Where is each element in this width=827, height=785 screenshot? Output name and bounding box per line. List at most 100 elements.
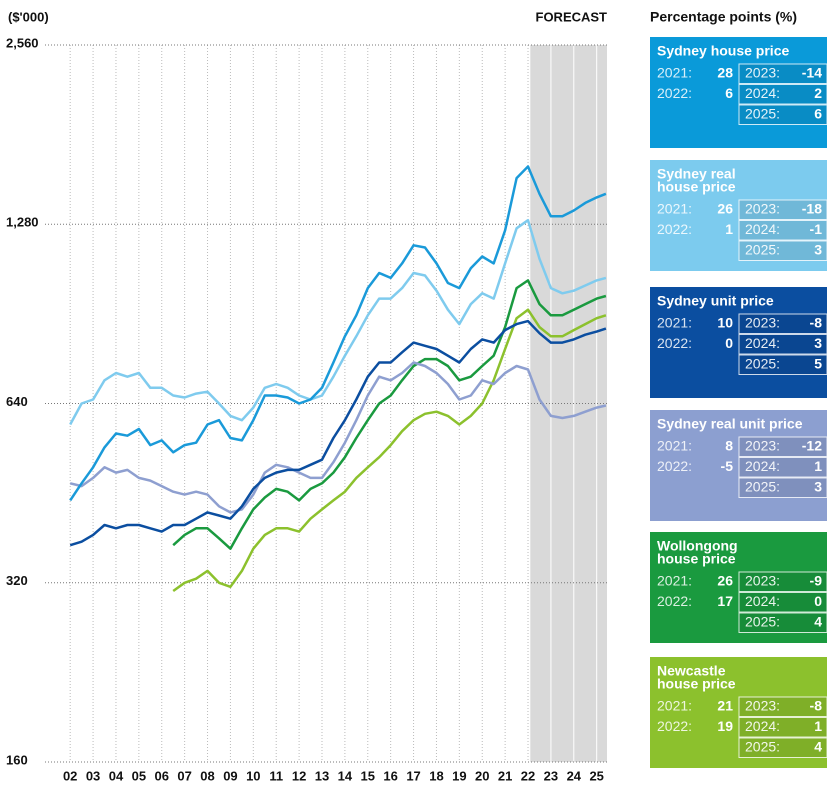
x-tick-label: 06: [155, 768, 169, 783]
card-label: 2024:: [745, 718, 780, 734]
card-value: -18: [802, 201, 822, 217]
card-cell: [738, 571, 827, 592]
card-label: 2022:: [657, 335, 692, 351]
card-value: -5: [721, 458, 734, 474]
card-label: 2021:: [657, 573, 692, 589]
card-cell: [738, 313, 827, 334]
x-tick-label: 23: [544, 768, 558, 783]
card-label: 2024:: [745, 221, 780, 237]
card-title: Sydney unit price: [657, 293, 774, 309]
y-tick-label: 320: [6, 573, 28, 588]
card-title: Sydney real: [657, 166, 736, 182]
y-tick-label: 2,560: [6, 35, 39, 50]
card-cell: [738, 477, 827, 498]
card-cell: [738, 612, 827, 633]
card-cell: [738, 457, 827, 478]
card-value: -1: [810, 221, 823, 237]
card-cell: [738, 737, 827, 758]
card-label: 2022:: [657, 221, 692, 237]
x-tick-label: 22: [521, 768, 535, 783]
card-value: 1: [725, 221, 733, 237]
x-tick-label: 13: [315, 768, 329, 783]
card-title: house price: [657, 551, 736, 567]
x-tick-label: 07: [177, 768, 191, 783]
card-label: 2024:: [745, 458, 780, 474]
card-label: 2022:: [657, 593, 692, 609]
x-tick-label: 18: [429, 768, 443, 783]
x-tick-label: 03: [86, 768, 100, 783]
card-cell: [738, 199, 827, 220]
card-value: 21: [717, 698, 733, 714]
card-cell: [738, 592, 827, 613]
card-label: 2024:: [745, 85, 780, 101]
x-tick-label: 21: [498, 768, 512, 783]
card-label: 2024:: [745, 335, 780, 351]
card-title: house price: [657, 676, 736, 692]
card-cell: [738, 436, 827, 457]
card-value: 3: [814, 242, 822, 258]
card-value: 0: [725, 335, 733, 351]
card-cell: [738, 84, 827, 105]
card-label: 2021:: [657, 438, 692, 454]
card-value: -12: [802, 438, 822, 454]
card-title: Wollongong: [657, 538, 738, 554]
card-cell: [738, 63, 827, 84]
card-label: 2022:: [657, 718, 692, 734]
card-label: 2025:: [745, 106, 780, 122]
series-line: [69, 361, 607, 514]
card-label: 2025:: [745, 614, 780, 630]
card-value: 8: [725, 438, 733, 454]
card-label: 2023:: [745, 573, 780, 589]
x-tick-label: 11: [269, 768, 283, 783]
card-title: house price: [657, 179, 736, 195]
card-label: 2025:: [745, 739, 780, 755]
y-tick-label: 1,280: [6, 215, 39, 230]
x-tick-label: 10: [246, 768, 260, 783]
card-cell: [738, 240, 827, 261]
card-value: 19: [717, 718, 733, 734]
card-label: 2025:: [745, 242, 780, 258]
card-label: 2023:: [745, 201, 780, 217]
card-label: 2021:: [657, 65, 692, 81]
card-label: 2022:: [657, 458, 692, 474]
card-value: 1: [814, 458, 822, 474]
x-tick-label: 19: [452, 768, 466, 783]
card-value: 1: [814, 718, 822, 734]
card-label: 2023:: [745, 65, 780, 81]
card-value: -8: [810, 315, 823, 331]
x-tick-label: 15: [361, 768, 375, 783]
card-title: Sydney house price: [657, 43, 789, 59]
card-label: 2022:: [657, 85, 692, 101]
x-tick-label: 25: [589, 768, 603, 783]
card-cell: [738, 220, 827, 241]
x-tick-label: 12: [292, 768, 306, 783]
card-value: 0: [814, 593, 822, 609]
series-line: [69, 319, 607, 547]
card-title: Newcastle: [657, 663, 726, 679]
card-value: -8: [810, 698, 823, 714]
card-value: 4: [814, 739, 822, 755]
card-value: 17: [717, 593, 733, 609]
x-tick-label: 17: [406, 768, 420, 783]
series-line: [172, 279, 607, 550]
x-tick-label: 02: [63, 768, 77, 783]
x-tick-label: 08: [200, 768, 214, 783]
card-label: 2023:: [745, 698, 780, 714]
card-value: 26: [717, 201, 733, 217]
card-value: -9: [810, 573, 823, 589]
card-value: 10: [717, 315, 733, 331]
panel-title: Percentage points (%): [650, 9, 797, 25]
card-value: 6: [725, 85, 733, 101]
card-value: 5: [814, 356, 822, 372]
forecast-label: FORECAST: [536, 9, 608, 24]
card-value: 2: [814, 85, 822, 101]
x-tick-label: 24: [567, 768, 582, 783]
x-tick-label: 14: [338, 768, 353, 783]
card-value: 6: [814, 106, 822, 122]
x-tick-label: 05: [132, 768, 146, 783]
card-value: -14: [802, 65, 822, 81]
y-tick-label: 640: [6, 394, 28, 409]
card-label: 2021:: [657, 201, 692, 217]
card-value: 26: [717, 573, 733, 589]
